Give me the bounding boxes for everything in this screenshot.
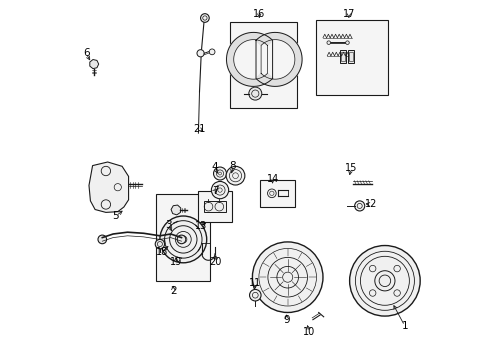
Bar [348,52,352,61]
Text: 16: 16 [253,9,265,19]
Bar [347,50,354,63]
Text: 2: 2 [169,286,176,296]
Text: 9: 9 [283,315,289,325]
Circle shape [160,216,206,263]
Bar [260,180,294,207]
Circle shape [354,201,364,211]
Circle shape [213,167,226,180]
Text: 12: 12 [364,199,377,210]
Bar [204,201,225,212]
Bar [341,52,344,61]
Circle shape [345,41,348,44]
Text: 15: 15 [344,163,357,174]
Bar [197,191,231,222]
Circle shape [209,49,215,55]
Circle shape [248,87,261,100]
Text: 3: 3 [165,220,172,230]
Text: 8: 8 [229,161,236,171]
Circle shape [155,239,164,249]
Circle shape [200,14,209,22]
Polygon shape [226,32,272,86]
Bar [156,194,209,281]
Text: 21: 21 [193,124,205,134]
Polygon shape [89,162,128,212]
Circle shape [225,166,244,185]
Circle shape [197,50,204,57]
Circle shape [267,189,276,198]
Bar [339,50,346,63]
Circle shape [326,41,330,44]
Circle shape [211,181,228,199]
Text: 7: 7 [211,186,218,196]
Circle shape [177,235,185,244]
Text: 13: 13 [195,221,207,231]
Text: 17: 17 [342,9,354,19]
Text: 19: 19 [170,257,182,267]
Circle shape [249,289,261,301]
Circle shape [98,235,106,244]
Text: 20: 20 [209,257,222,267]
Text: 1: 1 [401,321,407,331]
Circle shape [252,242,322,312]
Text: 6: 6 [82,48,89,58]
Circle shape [349,246,419,316]
Polygon shape [90,59,99,69]
Text: 4: 4 [211,162,218,172]
Bar [316,20,387,95]
Text: 5: 5 [112,211,119,221]
Text: 14: 14 [266,174,278,184]
Text: 11: 11 [249,278,261,288]
Text: 18: 18 [155,247,167,257]
Polygon shape [171,205,181,215]
Text: 10: 10 [303,327,315,337]
Bar [230,22,296,108]
Polygon shape [256,32,302,86]
